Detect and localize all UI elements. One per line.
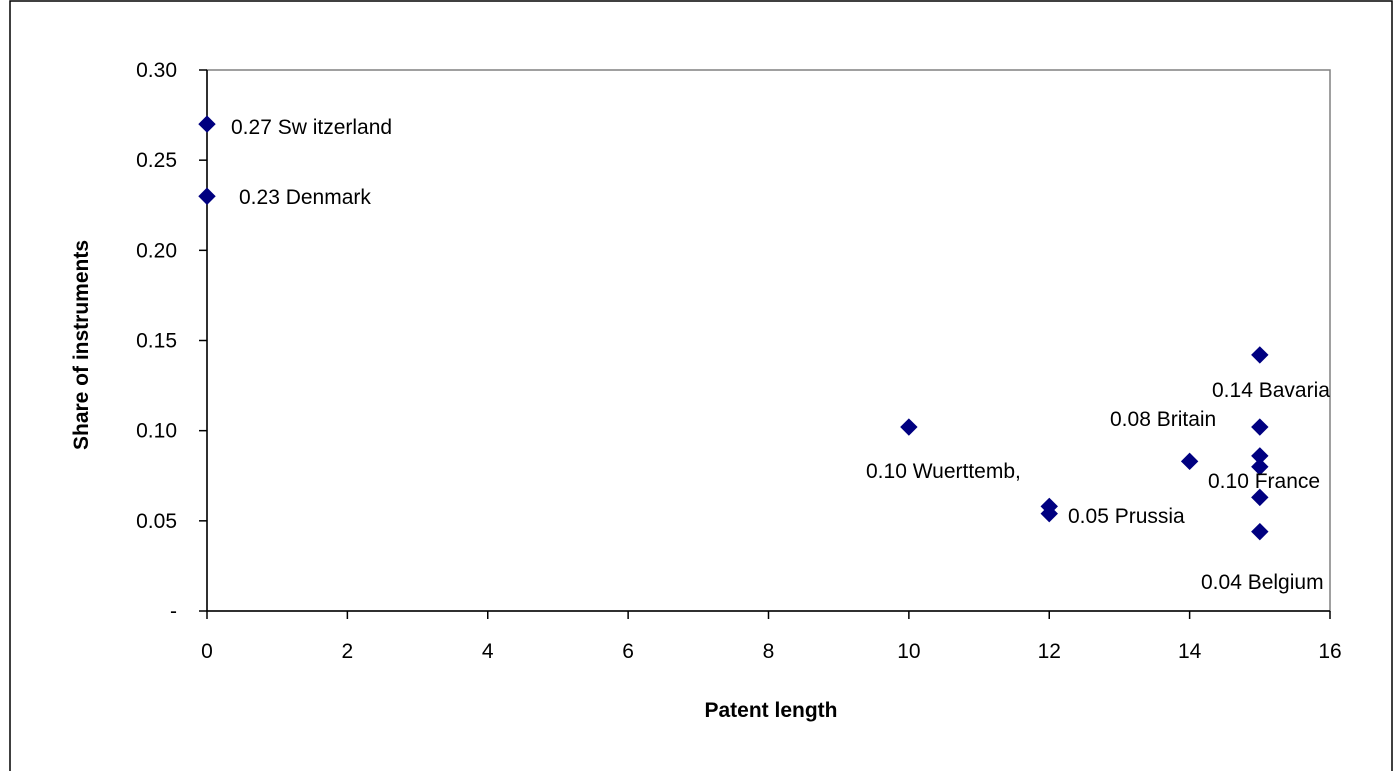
x-tick-label: 8 [763,640,775,663]
y-axis-title: Share of instruments [70,240,93,450]
x-tick-label: 6 [622,640,634,663]
x-tick-label: 16 [1318,640,1341,663]
plot-area [206,69,1331,612]
label-bavaria: 0.14 Bavaria [1212,379,1330,402]
y-tick-label: 0.15 [136,330,177,353]
data-point-marker [1251,522,1269,541]
data-point-marker [1180,452,1199,471]
x-tick-label: 4 [482,640,494,663]
label-switzerland: 0.27 Sw itzerland [231,116,392,139]
y-ticks: - 0.05 0.10 0.15 0.20 0.25 0.30 [136,59,207,623]
x-tick-label: 2 [342,640,354,663]
x-axis-title: Patent length [704,699,837,722]
y-tick-label: 0.05 [136,510,177,533]
x-tick-label: 0 [201,640,213,663]
data-point-marker [1251,458,1269,476]
x-tick-label: 14 [1178,640,1202,663]
data-point-marker [1251,346,1269,364]
label-wuerttemberg: 0.10 Wuerttemb, [866,460,1021,483]
x-tick-label: 12 [1038,640,1061,663]
label-denmark: 0.23 Denmark [239,186,371,209]
data-point-marker [198,187,216,205]
data-point-marker [1251,488,1269,507]
label-france: 0.10 France [1208,470,1320,493]
x-tick-label: 10 [897,640,920,663]
y-tick-label: - [170,600,177,623]
y-tick-label: 0.25 [136,149,177,172]
y-tick-label: 0.30 [136,59,177,82]
data-point-marker [198,115,216,133]
data-point-marker [900,418,918,436]
label-britain: 0.08 Britain [1110,408,1216,431]
label-prussia: 0.05 Prussia [1068,505,1185,528]
y-tick-label: 0.10 [136,420,177,443]
data-points [198,115,1269,541]
y-tick-label: 0.20 [136,239,177,262]
label-belgium: 0.04 Belgium [1201,571,1324,594]
data-point-marker [1251,418,1269,436]
data-point-marker [1040,504,1058,523]
x-ticks: 0 2 4 6 8 10 12 14 16 [201,611,1342,663]
